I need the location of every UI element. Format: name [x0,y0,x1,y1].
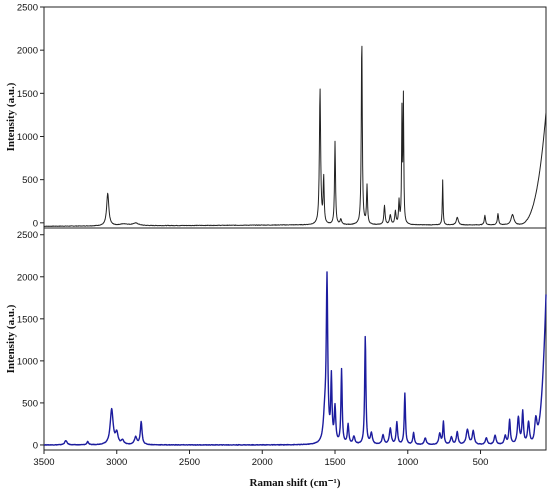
bottom-panel: 0 500 1000 1500 2000 2500 3500 3000 2500 2000 150… [5,227,547,489]
x-tick-label: 1000 [397,457,418,468]
bottom-spectrum-line [43,271,547,446]
y-tick-label: 500 [22,398,38,409]
y-tick-label: 2000 [17,272,38,283]
bottom-y-ticks: 0 500 1000 1500 2000 2500 [17,230,44,451]
x-axis-title: Raman shift (cm⁻¹) [250,477,341,489]
x-tick-label: 2500 [179,457,200,468]
top-panel: 0 500 1000 1500 2000 2500 Intensity (a.u.) [5,3,547,229]
bottom-plot-frame [43,227,547,451]
x-tick-label: 3500 [33,457,54,468]
y-tick-label: 0 [33,218,38,229]
y-tick-label: 1000 [17,132,38,143]
y-tick-label: 0 [33,440,38,451]
x-tick-label: 1500 [324,457,345,468]
y-tick-label: 1500 [17,314,38,325]
top-spectrum-line [43,45,547,227]
y-tick-label: 2500 [17,230,38,241]
y-tick-label: 2500 [17,3,38,14]
bottom-x-ticks: 3500 3000 2500 2000 1500 1000 500 [33,450,488,468]
top-y-axis-title: Intensity (a.u.) [5,82,17,151]
y-tick-label: 2000 [17,46,38,57]
top-plot-frame [43,6,547,229]
y-tick-label: 1000 [17,356,38,367]
y-tick-label: 1500 [17,89,38,100]
x-tick-label: 3000 [106,457,127,468]
x-tick-label: 500 [473,457,489,468]
x-tick-label: 2000 [252,457,273,468]
bottom-y-axis-title: Intensity (a.u.) [5,304,17,373]
top-y-ticks: 0 500 1000 1500 2000 2500 [17,3,44,229]
y-tick-label: 500 [22,175,38,186]
